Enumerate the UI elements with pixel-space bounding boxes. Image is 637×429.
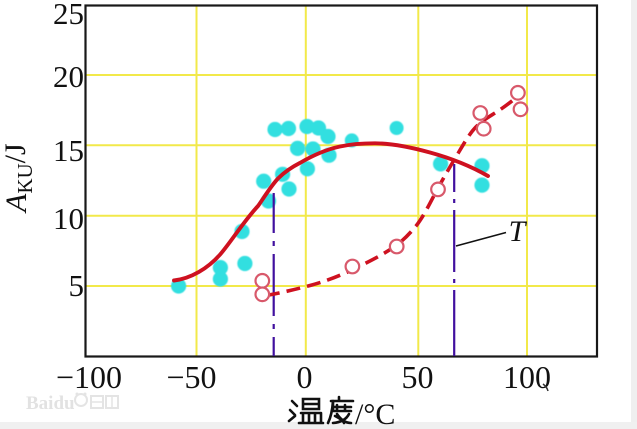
svg-text:T: T xyxy=(509,215,528,248)
svg-text:0: 0 xyxy=(297,359,313,395)
svg-text:25: 25 xyxy=(53,0,84,31)
svg-text:20: 20 xyxy=(53,59,84,94)
svg-text:−100: −100 xyxy=(56,359,122,395)
svg-text:100: 100 xyxy=(503,359,551,395)
svg-text:AKU/J: AKU/J xyxy=(0,143,37,214)
svg-text:50: 50 xyxy=(402,359,434,395)
svg-text:15: 15 xyxy=(53,133,84,168)
svg-text:10: 10 xyxy=(53,201,84,236)
svg-text:−50: −50 xyxy=(166,359,216,395)
svg-text:/°C: /°C xyxy=(355,398,395,429)
svg-text:Baidu: Baidu xyxy=(26,393,75,414)
svg-text:5: 5 xyxy=(69,268,85,303)
